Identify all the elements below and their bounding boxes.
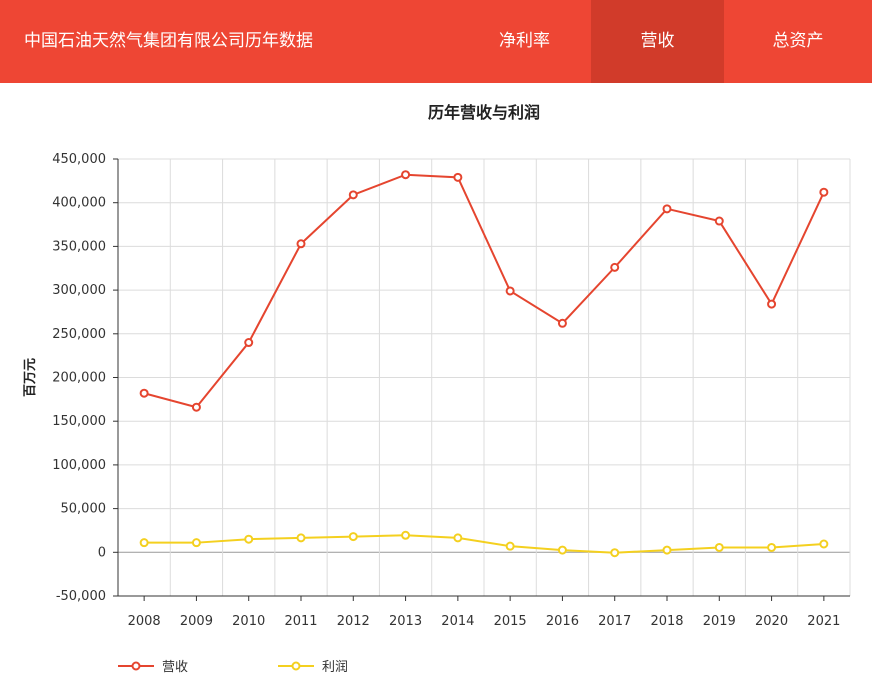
data-point-revenue[interactable] bbox=[819, 187, 829, 197]
data-point-profit[interactable] bbox=[453, 533, 463, 543]
data-point-profit[interactable] bbox=[401, 530, 411, 540]
x-tick-label: 2009 bbox=[180, 614, 213, 629]
tab-net-margin[interactable]: 净利率 bbox=[499, 31, 550, 51]
legend-marker-revenue[interactable] bbox=[131, 661, 141, 671]
x-tick-label: 2019 bbox=[703, 614, 736, 629]
data-point-profit[interactable] bbox=[191, 538, 201, 548]
x-tick-label: 2016 bbox=[546, 614, 579, 629]
tab-revenue[interactable]: 营收 bbox=[591, 0, 724, 83]
y-tick-label: 250,000 bbox=[52, 327, 106, 342]
data-point-revenue[interactable] bbox=[401, 170, 411, 180]
x-tick-label: 2020 bbox=[755, 614, 788, 629]
tab-total-assets[interactable]: 总资产 bbox=[772, 31, 824, 51]
data-point-revenue[interactable] bbox=[191, 402, 201, 412]
legend-marker-profit[interactable] bbox=[291, 661, 301, 671]
x-tick-label: 2021 bbox=[807, 614, 840, 629]
y-axis-label: 百万元 bbox=[23, 358, 38, 397]
data-point-revenue[interactable] bbox=[139, 388, 149, 398]
data-point-revenue[interactable] bbox=[767, 299, 777, 309]
company-title: 中国石油天然气集团有限公司历年数据 bbox=[24, 31, 313, 51]
data-point-profit[interactable] bbox=[819, 539, 829, 549]
legend-label-revenue[interactable]: 营收 bbox=[162, 660, 188, 675]
data-point-revenue[interactable] bbox=[557, 318, 567, 328]
y-tick-label: 300,000 bbox=[52, 283, 106, 298]
x-tick-label: 2008 bbox=[128, 614, 161, 629]
y-tick-label: 0 bbox=[98, 545, 106, 560]
y-tick-label: 200,000 bbox=[52, 371, 106, 386]
data-point-revenue[interactable] bbox=[714, 216, 724, 226]
data-point-revenue[interactable] bbox=[453, 172, 463, 182]
data-point-revenue[interactable] bbox=[244, 338, 254, 348]
y-tick-label: 400,000 bbox=[52, 196, 106, 211]
data-point-profit[interactable] bbox=[767, 542, 777, 552]
data-point-revenue[interactable] bbox=[348, 190, 358, 200]
x-tick-label: 2010 bbox=[232, 614, 265, 629]
top-nav-bar: 中国石油天然气集团有限公司历年数据 净利率 营收 总资产 bbox=[0, 0, 872, 83]
data-point-revenue[interactable] bbox=[610, 262, 620, 272]
data-point-profit[interactable] bbox=[662, 545, 672, 555]
y-tick-label: 450,000 bbox=[52, 152, 106, 167]
data-point-profit[interactable] bbox=[610, 548, 620, 558]
x-tick-label: 2013 bbox=[389, 614, 422, 629]
data-point-profit[interactable] bbox=[296, 533, 306, 543]
series-line-profit bbox=[144, 534, 824, 554]
data-point-profit[interactable] bbox=[244, 534, 254, 544]
data-point-revenue[interactable] bbox=[505, 286, 515, 296]
data-point-revenue[interactable] bbox=[296, 239, 306, 249]
data-point-profit[interactable] bbox=[505, 541, 515, 551]
y-tick-label: -50,000 bbox=[56, 589, 106, 604]
y-tick-label: 100,000 bbox=[52, 458, 106, 473]
data-point-profit[interactable] bbox=[139, 538, 149, 548]
x-tick-label: 2018 bbox=[650, 614, 683, 629]
y-tick-label: 350,000 bbox=[52, 239, 106, 254]
x-tick-label: 2011 bbox=[284, 614, 317, 629]
data-point-revenue[interactable] bbox=[662, 204, 672, 214]
data-point-profit[interactable] bbox=[714, 542, 724, 552]
data-point-profit[interactable] bbox=[348, 532, 358, 542]
series-line-revenue bbox=[143, 173, 825, 409]
data-point-profit[interactable] bbox=[557, 545, 567, 555]
x-tick-label: 2014 bbox=[441, 614, 474, 629]
chart-title: 历年营收与利润 bbox=[427, 103, 540, 122]
y-tick-label: 50,000 bbox=[61, 502, 107, 517]
x-tick-label: 2015 bbox=[494, 614, 527, 629]
x-tick-label: 2012 bbox=[337, 614, 370, 629]
x-tick-label: 2017 bbox=[598, 614, 631, 629]
y-tick-label: 150,000 bbox=[52, 414, 106, 429]
legend-label-profit[interactable]: 利润 bbox=[322, 660, 348, 675]
